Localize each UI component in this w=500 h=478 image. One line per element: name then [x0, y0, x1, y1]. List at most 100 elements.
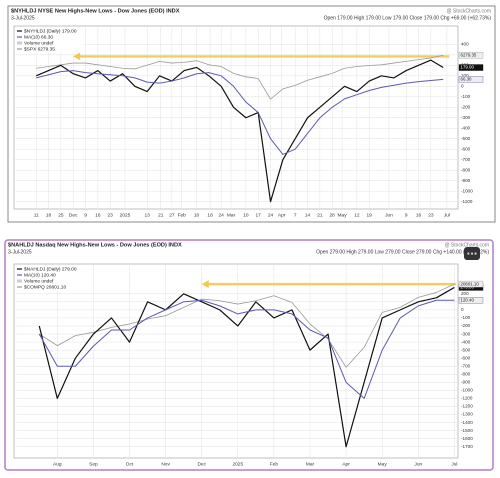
x-tick-label: 16 [416, 212, 422, 218]
plot-area [13, 25, 459, 210]
y-tick-label: -700 [461, 157, 471, 162]
legend-label: $SPX 6279.35 [24, 46, 55, 52]
x-tick-label: 21 [158, 212, 164, 218]
quote: Open 179.00 High 179.00 Low 179.00 Close… [324, 15, 492, 21]
y-tick-label: -400 [461, 125, 471, 130]
y-tick-label: -1300 [461, 412, 473, 417]
x-tick-label: 2025 [232, 461, 243, 467]
x-tick-label: May [338, 212, 348, 218]
x-tick-label: Jun [385, 212, 393, 218]
x-tick-label: 17 [256, 212, 262, 218]
legend-swatch [17, 279, 22, 283]
value-box-label: 20601.10 [461, 281, 480, 286]
y-tick-label: -1700 [461, 444, 473, 449]
series-line [38, 286, 455, 448]
y-tick-label: 0 [461, 307, 464, 312]
x-tick-label: Mar [227, 212, 236, 218]
x-tick-label: 28 [330, 212, 336, 218]
value-box-label: 6279.35 [461, 52, 477, 57]
x-tick-label: Jul [451, 461, 457, 467]
menu-dot[interactable] [474, 252, 477, 255]
x-tick-label: 9 [405, 212, 408, 218]
x-tick-label: 7 [294, 212, 297, 218]
series-line [39, 283, 455, 368]
value-box [458, 280, 484, 288]
value-box [458, 64, 484, 71]
x-tick-label: Jul [444, 212, 450, 218]
series-line [36, 70, 444, 155]
x-tick-label: May [378, 461, 388, 467]
x-tick-label: Apr [278, 212, 286, 218]
watermark: @ StockCharts.com [444, 242, 489, 248]
x-tick-label: Apr [342, 461, 350, 467]
y-tick-label: -500 [461, 347, 471, 352]
y-tick-label: -1100 [461, 199, 473, 204]
x-tick-label: Oct [126, 461, 134, 467]
x-tick-label: Jun [414, 461, 422, 467]
legend-label: $NAHLDJ (Daily) 279.00 [24, 266, 77, 272]
value-box [458, 52, 484, 59]
legend-label: Volume undef [24, 278, 54, 284]
legend-label: $NYHLDJ (Daily) 179.00 [24, 28, 77, 34]
annotation-arrow [73, 52, 81, 61]
value-box-label: 179.00 [461, 65, 475, 70]
y-tick-label: -200 [461, 323, 471, 328]
x-tick-label: 2025 [120, 212, 131, 218]
x-tick-label: 21 [317, 212, 323, 218]
quote: Open 279.00 High 279.00 Low 279.00 Close… [316, 249, 489, 255]
x-tick-label: 9 [84, 212, 87, 218]
watermark: @ StockCharts.com [446, 8, 491, 14]
y-tick-label: -800 [461, 167, 471, 172]
x-tick-label: Feb [178, 212, 187, 218]
legend-swatch [17, 41, 22, 45]
x-tick-label: 24 [219, 212, 225, 218]
y-tick-label: -1100 [461, 396, 473, 401]
x-tick-label: Sep [89, 461, 98, 467]
x-tick-label: 23 [428, 212, 434, 218]
legend-label: $COMPQ 20601.10 [24, 284, 66, 290]
y-tick-label: -1000 [461, 388, 473, 393]
series-line [35, 59, 444, 203]
y-tick-label: -600 [461, 146, 471, 151]
legend-bg [15, 27, 85, 53]
y-tick-label: -1500 [461, 428, 473, 433]
annotation-arrow [201, 280, 209, 289]
y-tick-label: 400 [461, 42, 469, 47]
y-tick-label: -300 [461, 331, 471, 336]
chart-date: 3-Jul-2025 [8, 249, 32, 255]
legend-bg [15, 265, 85, 291]
y-tick-label: -100 [461, 94, 471, 99]
x-tick-label: 18 [207, 212, 213, 218]
menu-button[interactable] [464, 247, 480, 260]
x-tick-label: 12 [354, 212, 360, 218]
menu-dot[interactable] [470, 252, 474, 255]
menu-dot[interactable] [467, 252, 470, 255]
x-tick-label: 11 [34, 212, 39, 218]
x-tick-label: Feb [270, 461, 279, 467]
y-tick-label: -900 [461, 178, 471, 183]
x-tick-label: 24 [268, 212, 274, 218]
x-tick-label: 10 [243, 212, 249, 218]
x-tick-label: Dec [69, 212, 78, 218]
x-tick-label: Nov [161, 461, 170, 467]
series-line [38, 299, 455, 399]
legend-label: MA(10) 66.30 [24, 34, 53, 40]
y-tick-label: -900 [461, 380, 471, 385]
x-tick-label: 14 [305, 212, 311, 218]
x-tick-label: 16 [95, 212, 101, 218]
x-tick-label: 19 [367, 212, 373, 218]
x-tick-label: 23 [108, 212, 114, 218]
x-tick-label: 13 [145, 212, 151, 218]
legend-label: Volume undef [24, 40, 54, 46]
y-tick-label: -100 [461, 315, 471, 320]
y-tick-label: -1400 [461, 420, 473, 425]
chart-title: $NYHLDJ NYSE New Highs-New Lows - Dow Jo… [11, 8, 180, 14]
y-tick-label: -1000 [461, 188, 473, 193]
y-tick-label: -600 [461, 355, 471, 360]
y-tick-label: -1600 [461, 436, 473, 441]
chart-date: 3-Jul-2025 [11, 15, 35, 21]
